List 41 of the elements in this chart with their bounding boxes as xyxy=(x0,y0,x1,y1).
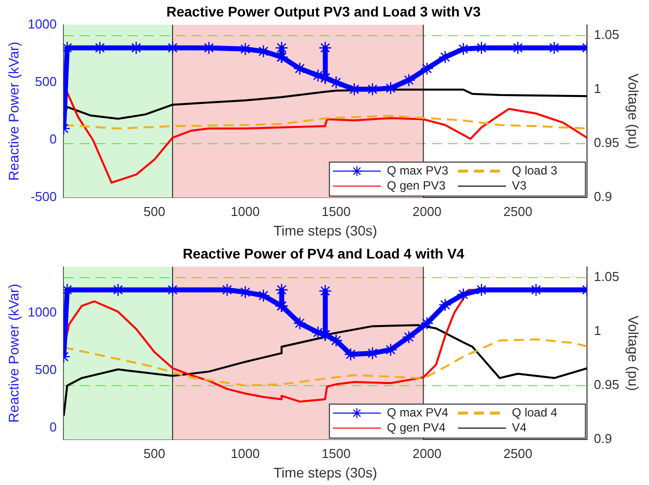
x-tick-label: 500 xyxy=(144,204,166,219)
y2-axis-title: Voltage (pu) xyxy=(626,315,642,391)
legend-label: Q load 3 xyxy=(512,163,558,178)
y-tick-label: 0 xyxy=(49,132,57,147)
x-tick-label: 2000 xyxy=(412,204,442,219)
y-tick-label: 500 xyxy=(35,362,57,378)
legend-label: V4 xyxy=(512,420,527,434)
x-tick-label: 2000 xyxy=(412,446,442,461)
x-tick-label: 1500 xyxy=(322,204,351,219)
x-tick-label: 1000 xyxy=(230,446,260,461)
y2-tick-label: 1.05 xyxy=(594,269,620,284)
x-tick-label: 500 xyxy=(144,446,166,461)
y-tick-label: 1000 xyxy=(28,16,57,32)
y2-tick-label: 1.05 xyxy=(594,27,620,42)
y-tick-label: 1000 xyxy=(28,304,57,320)
y2-tick-label: 1 xyxy=(594,323,602,338)
x-tick-label: 2500 xyxy=(503,446,532,461)
y2-tick-label: 0.9 xyxy=(594,189,612,204)
y2-tick-label: 0.95 xyxy=(594,377,620,392)
legend-label: Q load 4 xyxy=(512,405,558,420)
y-axis-title: Reactive Power (kVar) xyxy=(5,42,22,181)
x-tick-label: 2500 xyxy=(503,204,532,219)
chart-title: Reactive Power of PV4 and Load 4 with V4 xyxy=(182,245,465,262)
y-axis-title: Reactive Power (kVar) xyxy=(5,284,22,423)
legend-label: Q max PV4 xyxy=(386,405,449,420)
y2-tick-label: 0.95 xyxy=(594,135,620,150)
y2-axis-title: Voltage (pu) xyxy=(626,73,642,149)
legend-label: Q max PV3 xyxy=(386,163,449,178)
legend-label: Q gen PV3 xyxy=(386,178,446,192)
y-tick-label: -500 xyxy=(30,189,57,204)
x-tick-label: 1000 xyxy=(230,204,260,219)
x-axis-title: Time steps (30s) xyxy=(273,222,378,238)
y-tick-label: 0 xyxy=(49,420,57,435)
y2-tick-label: 0.9 xyxy=(594,431,612,446)
legend-label: Q gen PV4 xyxy=(386,420,446,434)
chart-title: Reactive Power Output PV3 and Load 3 with V3 xyxy=(166,3,481,20)
y2-tick-label: 1 xyxy=(594,81,602,96)
x-tick-label: 1500 xyxy=(322,446,351,461)
x-axis-title: Time steps (30s) xyxy=(273,464,378,480)
legend-label: V3 xyxy=(512,178,527,192)
y-tick-label: 500 xyxy=(35,74,57,89)
